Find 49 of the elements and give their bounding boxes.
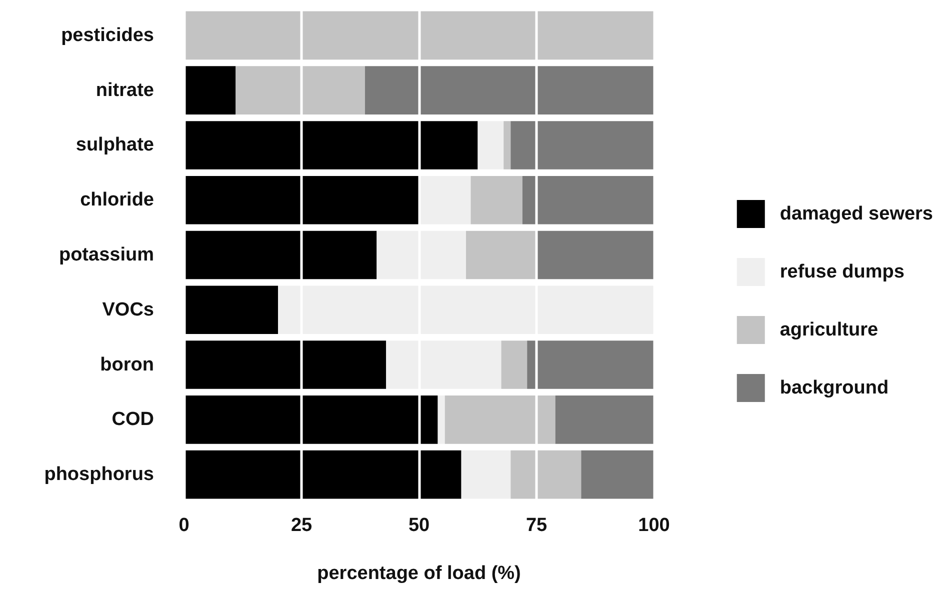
bar — [461, 450, 511, 499]
y-tick-label: COD — [112, 409, 154, 430]
x-tick-label: 25 — [290, 515, 312, 536]
y-tick-label: nitrate — [96, 80, 154, 101]
bar — [470, 176, 522, 224]
x-tick-label: 75 — [526, 515, 548, 536]
x-axis-title: percentage of load (%) — [317, 563, 521, 584]
bar — [184, 121, 478, 170]
bar — [444, 396, 556, 444]
bar — [466, 230, 536, 280]
bar — [184, 66, 236, 114]
legend-label: background — [780, 378, 889, 398]
bar — [184, 230, 377, 280]
bar — [386, 340, 502, 389]
bar — [278, 286, 654, 334]
bar — [527, 340, 654, 389]
y-tick-label: sulphate — [76, 134, 154, 156]
y-tick-label: VOCs — [102, 299, 154, 320]
x-tick-label: 50 — [408, 515, 430, 536]
y-tick-label: potassium — [58, 244, 154, 266]
bar — [184, 286, 278, 334]
bar — [510, 121, 654, 170]
bar — [364, 66, 654, 114]
bar — [522, 176, 654, 224]
x-tick-label: 100 — [638, 515, 670, 536]
legend-label: agriculture — [780, 320, 878, 340]
x-tick-label: 0 — [178, 515, 190, 536]
bar — [536, 230, 654, 280]
bar — [478, 121, 504, 170]
legend-label: damaged sewers — [780, 204, 934, 224]
bar — [184, 340, 386, 389]
legend-label: refuse dumps — [780, 262, 904, 282]
bar — [184, 11, 654, 60]
bar — [438, 396, 445, 444]
bar — [236, 66, 365, 114]
bar — [555, 396, 654, 444]
bar — [419, 176, 471, 224]
bar — [376, 230, 466, 280]
y-tick-label: phosphorus — [44, 464, 154, 486]
bar — [184, 450, 462, 499]
bar — [581, 450, 654, 499]
bar — [504, 121, 511, 170]
y-tick-label: boron — [100, 354, 154, 376]
bar — [184, 176, 419, 224]
bar — [501, 340, 528, 389]
y-tick-label: pesticides — [61, 24, 154, 46]
bar — [184, 396, 438, 444]
y-tick-label: chloride — [80, 190, 154, 211]
bar — [510, 450, 582, 499]
